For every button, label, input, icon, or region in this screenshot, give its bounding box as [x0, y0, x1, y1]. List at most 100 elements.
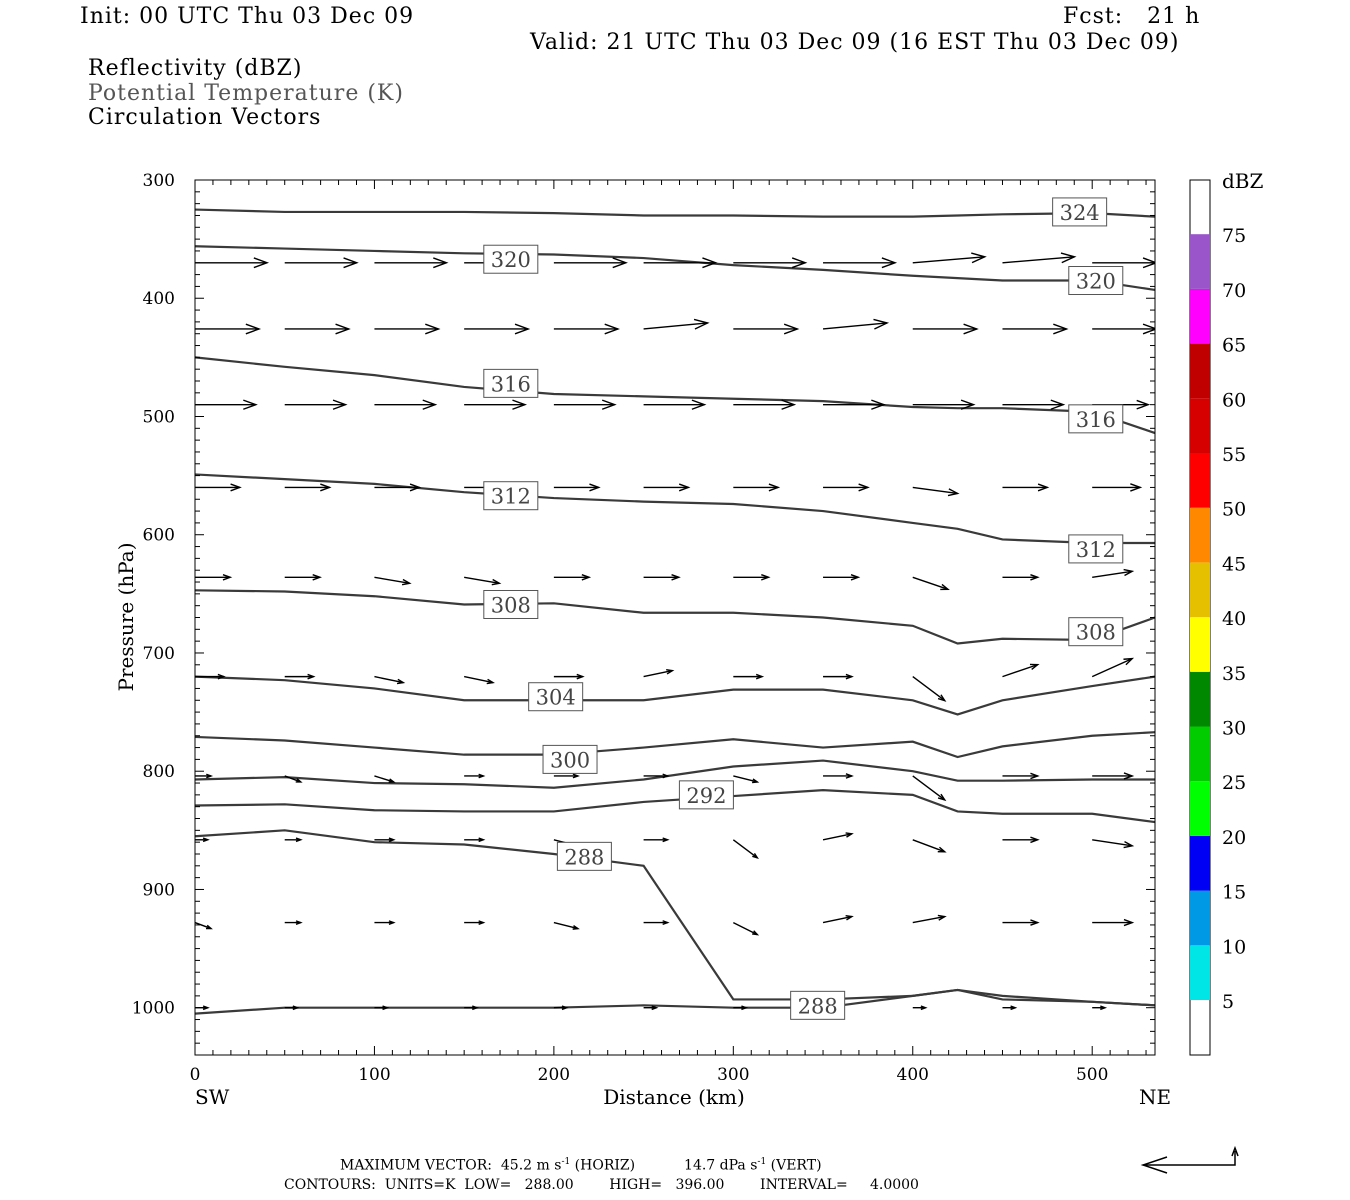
colorbar-label: 25 [1222, 772, 1246, 794]
circulation-vector [1002, 1005, 1018, 1011]
colorbar-label: 50 [1222, 499, 1246, 521]
x-axis-right-end: NE [1139, 1085, 1171, 1109]
circulation-vector [912, 914, 947, 924]
vert-tag: (VERT) [770, 1157, 822, 1174]
colorbar-label: 20 [1222, 827, 1246, 849]
circulation-vector [643, 669, 675, 678]
y-tick-label: 1000 [132, 999, 175, 1019]
circulation-vector [1092, 1005, 1108, 1011]
circulation-vector [284, 483, 332, 492]
circulation-vector [464, 576, 502, 586]
circulation-vector [464, 773, 486, 779]
reference-vector-icon [1140, 1145, 1239, 1174]
forecast-hour: Fcst: 21 h [1063, 4, 1201, 29]
x-tick-label: 500 [1076, 1065, 1108, 1085]
contour-label-box [528, 682, 584, 712]
circulation-vector [1092, 568, 1135, 578]
contour-label-box [678, 780, 734, 810]
contour-label-box [556, 841, 612, 871]
colorbar-swatch [1190, 835, 1210, 891]
circulation-vector [912, 323, 979, 335]
colorbar-label: 45 [1222, 553, 1246, 575]
colorbar-label: 70 [1222, 280, 1246, 302]
theta-contour-292 [195, 789, 1155, 824]
circulation-vector [284, 323, 351, 335]
colorbar-swatch [1190, 343, 1210, 399]
circulation-vector [195, 773, 214, 779]
circulation-vector [374, 1005, 390, 1011]
circulation-vector [1092, 323, 1155, 335]
x-axis-label: Distance (km) [603, 1085, 745, 1109]
x-tick-label: 0 [190, 1065, 201, 1085]
circulation-vector [643, 1005, 659, 1011]
y-axis-label: Pressure (hPa) [114, 543, 138, 692]
circulation-vector [1092, 918, 1135, 927]
x-tick-label: 200 [538, 1065, 570, 1085]
colorbar-label: 15 [1222, 882, 1246, 904]
colorbar-label: 55 [1222, 444, 1246, 466]
circulation-vector [374, 837, 396, 843]
circulation-vector [643, 773, 670, 779]
y-tick-label: 900 [143, 880, 175, 900]
circulation-vector [1092, 483, 1143, 492]
circulation-vector [1002, 836, 1040, 844]
contour-label-box [542, 744, 598, 774]
circulation-vector [733, 257, 808, 269]
circulation-vector [733, 323, 800, 335]
colorbar-swatch [1190, 234, 1210, 289]
circulation-vector [284, 920, 303, 925]
circulation-vector [1002, 772, 1040, 780]
circulation-vector [733, 483, 781, 492]
circulation-vector [284, 837, 303, 843]
init-time: Init: 00 UTC Thu 03 Dec 09 [80, 4, 415, 29]
circulation-vector [822, 832, 854, 841]
colorbar-swatch [1190, 453, 1210, 508]
circulation-vector [374, 920, 396, 925]
y-tick-label: 700 [143, 644, 175, 664]
theta-contour-288 [195, 829, 1155, 1007]
circulation-vector [553, 399, 617, 410]
colorbar-swatch [1190, 945, 1210, 1000]
colorbar-label: 40 [1222, 608, 1246, 630]
circulation-vector [553, 573, 592, 581]
theta-contour-324 [195, 208, 1155, 218]
max-vector-line: MAXIMUM VECTOR: 45.2 m s-1 (HORIZ) 14.7 … [340, 1157, 822, 1174]
contour-label: 320 [491, 248, 531, 272]
contour-label: 300 [550, 748, 590, 772]
circulation-vector [912, 576, 950, 591]
horiz-unit-exponent: -1 [561, 1157, 571, 1167]
field-circulation-vectors: Circulation Vectors [88, 105, 322, 130]
theta-contour-300 [195, 731, 1155, 759]
circulation-vector [553, 257, 628, 269]
circulation-vector [643, 399, 707, 410]
circulation-vector [464, 323, 531, 335]
circulation-vector [643, 837, 670, 843]
contour-label: 324 [1060, 201, 1100, 225]
circulation-vector [643, 257, 718, 269]
contour-label: 288 [564, 845, 604, 869]
contour-label: 288 [798, 994, 838, 1018]
circulation-vector [1002, 323, 1069, 335]
circulation-vector [823, 573, 861, 581]
contour-label: 292 [686, 784, 726, 808]
circulation-vector [1091, 657, 1135, 678]
circulation-vector [643, 318, 710, 330]
circulation-vector [1092, 772, 1135, 780]
colorbar-unit: dBZ [1222, 169, 1264, 193]
theta-contour-296 [195, 759, 1155, 789]
contour-label: 316 [491, 372, 531, 396]
circulation-vector [464, 399, 528, 410]
theta-contours [195, 208, 1155, 1015]
contour-labels: 324 320 320 316 316 312 312 308 308 304 300 292 288 2… [483, 197, 1124, 1020]
colorbar-swatch [1190, 617, 1210, 672]
circulation-vector [195, 399, 258, 410]
contour-label: 312 [1076, 538, 1116, 562]
colorbar-swatch [1190, 562, 1210, 618]
plot-frame [194, 179, 1156, 1056]
circulation-vector [912, 775, 947, 802]
colorbar-swatch [1190, 288, 1210, 344]
contour-label-box [1068, 617, 1124, 647]
colorbar-label: 35 [1222, 663, 1246, 685]
circulation-vector [374, 399, 438, 410]
circulation-vector [374, 775, 396, 783]
